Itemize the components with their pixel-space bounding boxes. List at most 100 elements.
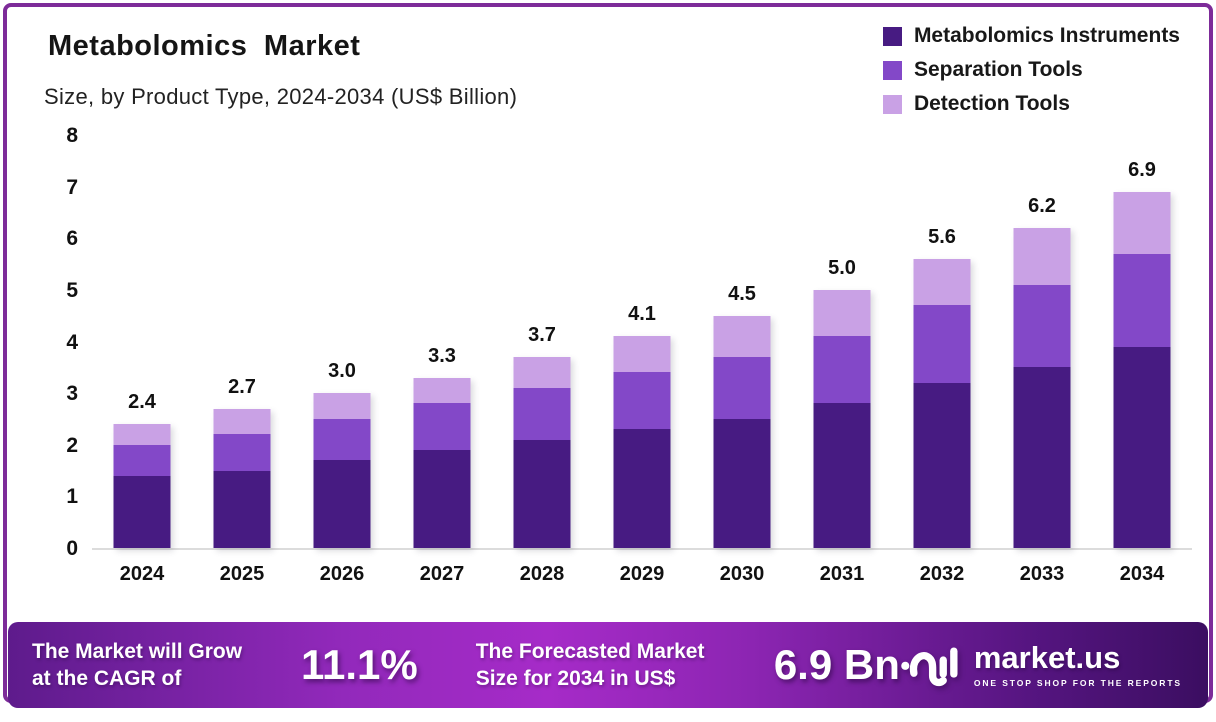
bar-total-label: 2.4 <box>128 391 156 414</box>
bar-column-2024: 2.4 2024 <box>92 137 192 585</box>
bar-segment <box>413 449 471 548</box>
bar-column-2029: 4.1 2029 <box>592 137 692 585</box>
x-axis-label-2027: 2027 <box>419 563 465 585</box>
bar-segment <box>913 382 971 548</box>
bar-segment <box>1113 346 1171 548</box>
page-title: Metabolomics Market <box>48 30 361 62</box>
bar-total-label: 5.0 <box>828 256 856 279</box>
x-axis-label-2028: 2028 <box>519 563 565 585</box>
legend-label-detection: Detection Tools <box>913 92 1070 115</box>
bar-stack-2034 <box>1113 191 1171 548</box>
bar-total-label: 6.9 <box>1128 158 1156 181</box>
bar-segment <box>713 315 771 357</box>
cagr-label: The Market will Grow at the CAGR of <box>32 638 269 693</box>
bar-total-label: 2.7 <box>228 375 256 398</box>
y-tick-8: 8 <box>66 124 78 147</box>
bar-column-2026: 3.0 2026 <box>292 137 392 585</box>
bar-segment <box>1113 253 1171 347</box>
bar-total-label: 3.3 <box>428 344 456 367</box>
bar-segment <box>813 403 871 548</box>
bar-stack-2024 <box>113 424 171 548</box>
bar-segment <box>113 444 171 476</box>
bar-column-2033: 6.2 2033 <box>992 137 1092 585</box>
bar-segment <box>913 258 971 306</box>
marketus-logo-text: market.us ONE STOP SHOP FOR THE REPORTS <box>974 642 1182 688</box>
marketus-logo-icon <box>901 647 958 687</box>
bar-segment <box>113 475 171 548</box>
bar-stack-2030 <box>713 315 771 548</box>
legend-item-detection: Detection Tools <box>882 92 1180 116</box>
bar-segment <box>313 460 371 548</box>
legend-swatch-instruments <box>882 26 902 46</box>
chart-legend: Metabolomics Instruments Separation Tool… <box>882 24 1180 116</box>
bar-segment <box>613 372 671 430</box>
y-tick-1: 1 <box>66 485 78 509</box>
legend-swatch-detection <box>882 94 902 114</box>
legend-label-instruments: Metabolomics Instruments <box>913 24 1180 47</box>
bar-total-label: 3.7 <box>528 324 556 346</box>
cagr-value: 11.1% <box>300 641 418 688</box>
bar-segment <box>813 289 871 337</box>
bottom-banner: The Market will Grow at the CAGR of 11.1… <box>8 622 1208 708</box>
x-axis-label-2031: 2031 <box>819 563 865 585</box>
x-axis-label-2032: 2032 <box>919 563 965 585</box>
bar-stack-2031 <box>813 289 871 548</box>
legend-item-separation: Separation Tools <box>882 58 1180 82</box>
bar-stack-2027 <box>413 377 471 548</box>
bar-segment <box>513 357 571 388</box>
bar-segment <box>213 434 271 471</box>
y-axis: 0 1 2 3 4 5 6 7 8 <box>38 124 78 560</box>
y-tick-2: 2 <box>66 433 78 457</box>
x-axis-label-2025: 2025 <box>219 563 265 585</box>
bar-segment <box>213 408 271 435</box>
bar-total-label: 4.1 <box>628 303 656 326</box>
cagr-label-line2: at the CAGR of <box>32 667 182 690</box>
bar-stack-2026 <box>313 393 371 548</box>
bar-segment <box>913 305 971 383</box>
bar-total-label: 3.0 <box>328 360 356 383</box>
bar-column-2032: 5.6 2032 <box>892 137 992 585</box>
bar-column-2027: 3.3 2027 <box>392 137 492 585</box>
bar-stack-2033 <box>1013 227 1071 548</box>
bar-segment <box>1113 191 1171 254</box>
y-tick-3: 3 <box>66 382 78 406</box>
bar-segment <box>813 336 871 404</box>
legend-label-separation: Separation Tools <box>913 58 1083 81</box>
bar-segment <box>313 418 371 461</box>
bar-segment <box>1013 284 1071 368</box>
bar-segment <box>513 439 571 548</box>
cagr-label-line1: The Market will Grow <box>32 639 243 663</box>
forecast-label: The Forecasted Market Size for 2034 in U… <box>476 638 758 693</box>
legend-swatch-separation <box>882 60 902 80</box>
x-axis-label-2033: 2033 <box>1019 563 1065 585</box>
bar-chart-plot: 2.4 2024 2.7 2025 3.0 2026 3.3 2027 3.7 2028 4.1 20… <box>92 137 1192 585</box>
marketus-logo: market.us ONE STOP SHOP FOR THE REPORTS <box>900 638 1182 692</box>
bar-total-label: 6.2 <box>1028 194 1056 217</box>
marketus-logo-tagline: ONE STOP SHOP FOR THE REPORTS <box>973 678 1182 688</box>
bar-column-2031: 5.0 2031 <box>792 137 892 585</box>
bar-segment <box>713 418 771 548</box>
bar-segment <box>613 429 671 548</box>
bar-total-label: 4.5 <box>728 282 756 305</box>
x-axis-label-2034: 2034 <box>1119 563 1165 585</box>
y-tick-7: 7 <box>66 175 78 199</box>
bar-segment <box>1013 367 1071 548</box>
x-axis-label-2026: 2026 <box>319 563 365 585</box>
bar-segment <box>713 357 771 419</box>
bar-segment <box>613 336 671 373</box>
forecast-label-line1: The Forecasted Market <box>475 639 705 663</box>
x-axis-label-2029: 2029 <box>619 563 665 585</box>
forecast-value: 6.9 Bn <box>773 641 900 688</box>
bar-segment <box>213 470 271 548</box>
bar-stack-2032 <box>913 258 971 548</box>
bar-segment <box>513 387 571 440</box>
x-axis-label-2030: 2030 <box>719 563 765 585</box>
bar-segment <box>413 377 471 404</box>
y-tick-4: 4 <box>66 330 78 354</box>
y-tick-5: 5 <box>66 278 78 302</box>
x-axis-label-2024: 2024 <box>119 563 165 585</box>
bar-stack-2028 <box>513 357 571 548</box>
y-tick-0: 0 <box>66 537 78 560</box>
bar-segment <box>313 393 371 419</box>
